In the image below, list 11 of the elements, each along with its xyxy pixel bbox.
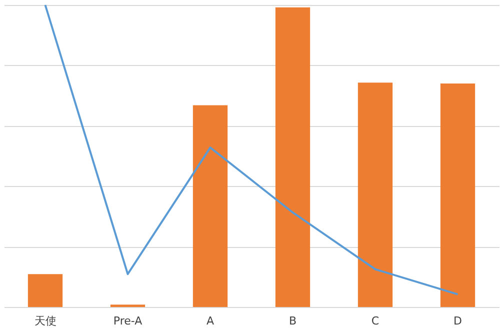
bar <box>28 274 63 307</box>
x-tick-label: Pre-A <box>113 314 143 328</box>
x-tick-label: D <box>454 314 462 328</box>
bar <box>440 84 476 307</box>
x-tick-label: A <box>206 314 214 328</box>
x-tick-label: B <box>288 314 297 328</box>
bar <box>275 7 310 307</box>
x-tick-label: C <box>371 314 380 328</box>
x-tick-label: 天使 <box>34 314 56 328</box>
bar <box>192 105 228 307</box>
bar <box>358 82 393 307</box>
